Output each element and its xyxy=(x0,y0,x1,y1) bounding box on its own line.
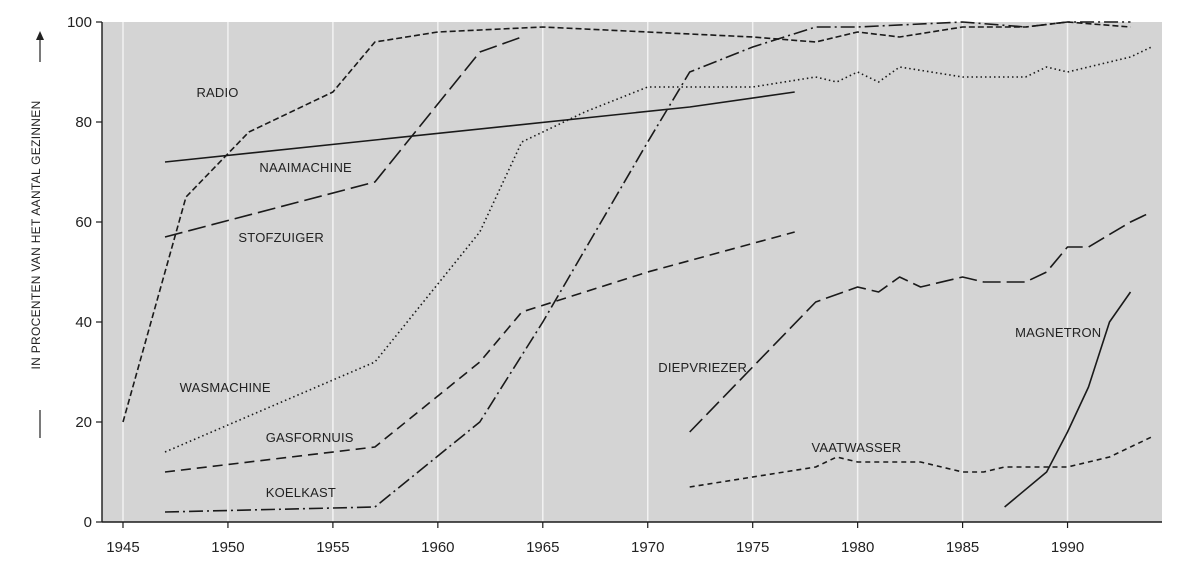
series-label-radio: RADIO xyxy=(196,85,238,100)
y-axis-title: IN PROCENTEN VAN HET AANTAL GEZINNEN xyxy=(29,31,44,438)
y-axis-label: IN PROCENTEN VAN HET AANTAL GEZINNEN xyxy=(29,100,43,369)
y-tick-labels: 0 20 40 60 80 100 xyxy=(67,14,102,531)
y-tick-label: 40 xyxy=(75,314,92,331)
y-tick-label: 60 xyxy=(75,214,92,231)
x-tick-label: 1975 xyxy=(736,539,769,556)
y-tick-label: 100 xyxy=(67,14,92,31)
series-line-stofzuiger xyxy=(164,36,523,238)
x-tick-label: 1985 xyxy=(946,539,979,556)
y-tick-label: 80 xyxy=(75,114,92,131)
series-label-vaatwasser: VAATWASSER xyxy=(811,440,901,455)
series-label-stofzuiger: STOFZUIGER xyxy=(238,230,324,245)
y-axis-arrowhead xyxy=(36,31,44,40)
series-group xyxy=(122,21,1152,513)
x-tick-label: 1950 xyxy=(211,539,244,556)
series-label-gasfornuis: GASFORNUIS xyxy=(266,430,354,445)
series-line-magnetron xyxy=(1004,291,1132,508)
series-line-gasfornuis xyxy=(164,231,795,473)
series-label-magnetron: MAGNETRON xyxy=(1015,325,1101,340)
series-line-wasmachine xyxy=(164,46,1152,453)
x-tick-label: 1945 xyxy=(106,539,139,556)
x-tick-label: 1990 xyxy=(1051,539,1084,556)
series-label-koelkast: KOELKAST xyxy=(266,485,336,500)
axes xyxy=(101,22,1162,523)
plot-background xyxy=(102,22,1162,522)
series-labels: RADIO NAAIMACHINE STOFZUIGER WASMACHINE GASF… xyxy=(180,85,1102,500)
y-tick-label: 0 xyxy=(84,514,92,531)
series-label-wasmachine: WASMACHINE xyxy=(180,380,271,395)
series-line-koelkast xyxy=(164,21,1131,513)
x-tick-label: 1970 xyxy=(631,539,664,556)
series-line-naaimachine xyxy=(164,91,795,163)
x-tick-label: 1960 xyxy=(421,539,454,556)
series-line-vaatwasser xyxy=(689,436,1152,488)
x-tick-labels: 1945 1950 1955 1960 1965 1970 1975 1980 1985 1990 xyxy=(106,522,1084,556)
x-tick-label: 1965 xyxy=(526,539,559,556)
series-line-radio xyxy=(122,21,1131,423)
series-label-naaimachine: NAAIMACHINE xyxy=(259,160,352,175)
series-label-diepvriezer: DIEPVRIEZER xyxy=(658,360,747,375)
series-line-diepvriezer xyxy=(689,211,1152,433)
x-tick-label: 1955 xyxy=(316,539,349,556)
grid xyxy=(122,22,1069,522)
y-tick-label: 20 xyxy=(75,414,92,431)
x-tick-label: 1980 xyxy=(841,539,874,556)
